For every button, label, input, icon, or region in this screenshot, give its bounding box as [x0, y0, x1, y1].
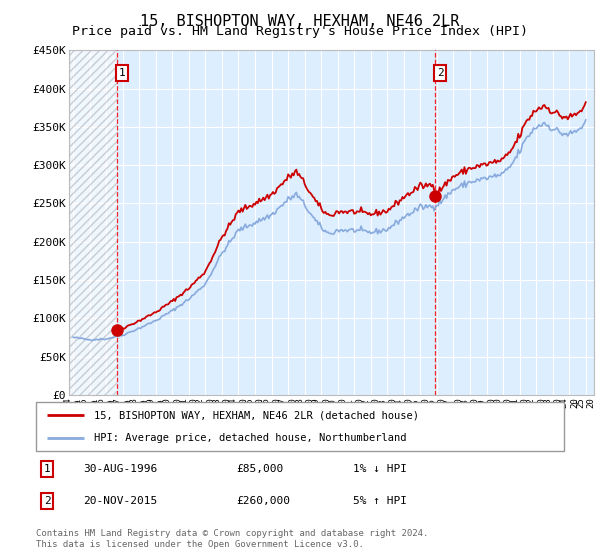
Text: Contains HM Land Registry data © Crown copyright and database right 2024.
This d: Contains HM Land Registry data © Crown c…	[36, 529, 428, 549]
Text: 1% ↓ HPI: 1% ↓ HPI	[353, 464, 407, 474]
Text: £85,000: £85,000	[236, 464, 284, 474]
Text: 2: 2	[437, 68, 443, 78]
Text: 2: 2	[44, 496, 50, 506]
Text: 5% ↑ HPI: 5% ↑ HPI	[353, 496, 407, 506]
Text: 15, BISHOPTON WAY, HEXHAM, NE46 2LR: 15, BISHOPTON WAY, HEXHAM, NE46 2LR	[140, 14, 460, 29]
Text: 15, BISHOPTON WAY, HEXHAM, NE46 2LR (detached house): 15, BISHOPTON WAY, HEXHAM, NE46 2LR (det…	[94, 410, 419, 421]
Text: 30-AUG-1996: 30-AUG-1996	[83, 464, 158, 474]
Bar	[69, 50, 117, 395]
Text: Price paid vs. HM Land Registry's House Price Index (HPI): Price paid vs. HM Land Registry's House …	[72, 25, 528, 38]
Text: 1: 1	[119, 68, 125, 78]
Text: HPI: Average price, detached house, Northumberland: HPI: Average price, detached house, Nort…	[94, 433, 407, 444]
Text: £260,000: £260,000	[236, 496, 290, 506]
Text: 20-NOV-2015: 20-NOV-2015	[83, 496, 158, 506]
Text: 1: 1	[44, 464, 50, 474]
FancyBboxPatch shape	[36, 402, 564, 451]
